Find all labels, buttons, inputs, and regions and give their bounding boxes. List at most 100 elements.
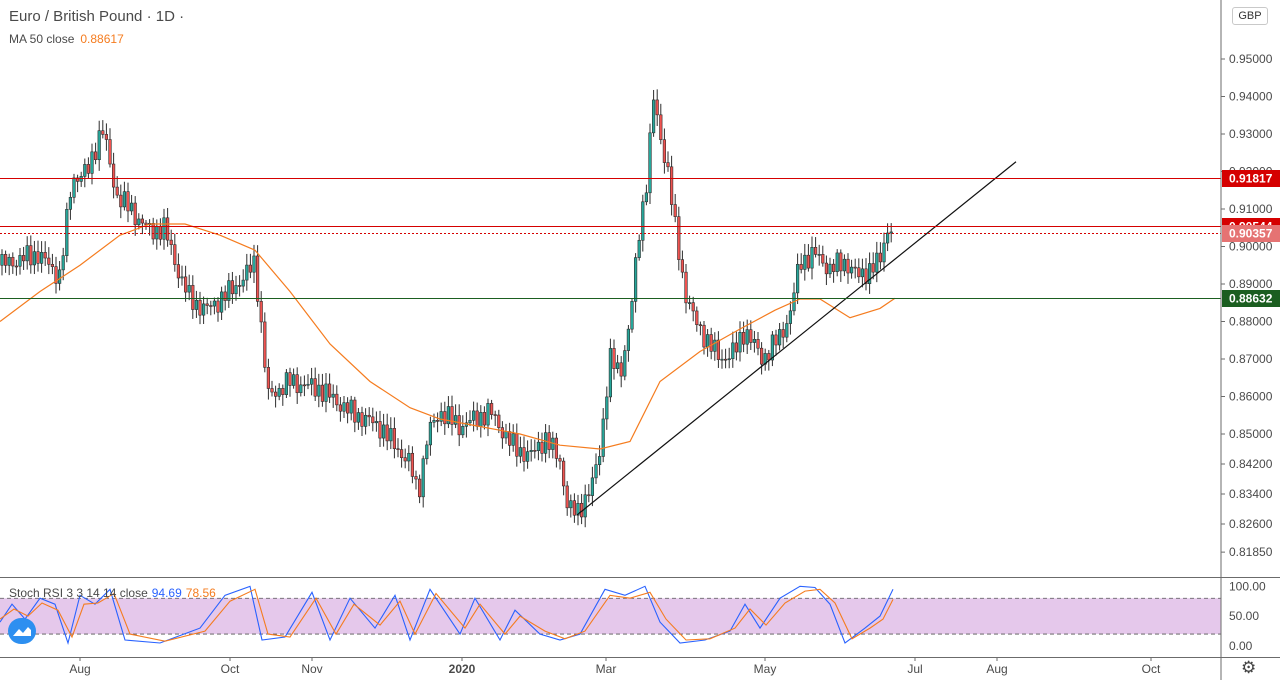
candle-body[interactable] xyxy=(857,267,861,278)
candle-body[interactable] xyxy=(104,134,108,140)
candle-body[interactable] xyxy=(173,244,177,265)
candle-body[interactable] xyxy=(745,329,749,345)
candle-body[interactable] xyxy=(169,239,173,245)
candle-body[interactable] xyxy=(558,458,562,462)
candle-body[interactable] xyxy=(36,251,40,264)
candle-body[interactable] xyxy=(57,269,62,284)
candle-body[interactable] xyxy=(32,251,36,266)
candle-body[interactable] xyxy=(756,339,760,349)
candle-body[interactable] xyxy=(313,378,317,397)
candle-body[interactable] xyxy=(97,130,101,161)
candle-body[interactable] xyxy=(212,300,217,307)
candle-body[interactable] xyxy=(158,225,163,240)
candle-body[interactable] xyxy=(435,420,440,422)
candle-body[interactable] xyxy=(144,222,148,226)
candle-body[interactable] xyxy=(14,265,18,268)
candle-body[interactable] xyxy=(137,218,141,226)
candle-body[interactable] xyxy=(677,216,681,260)
candle-body[interactable] xyxy=(216,300,220,313)
candle-body[interactable] xyxy=(543,432,548,454)
candle-body[interactable] xyxy=(785,323,789,338)
candle-body[interactable] xyxy=(255,255,260,302)
candle-body[interactable] xyxy=(396,448,400,451)
candle-body[interactable] xyxy=(25,245,29,262)
candle-body[interactable] xyxy=(245,264,249,281)
candle-body[interactable] xyxy=(525,451,530,462)
candle-body[interactable] xyxy=(126,191,130,212)
candle-body[interactable] xyxy=(425,444,429,460)
candle-body[interactable] xyxy=(432,420,436,423)
candle-body[interactable] xyxy=(839,252,843,272)
candle-body[interactable] xyxy=(345,402,350,414)
candle-body[interactable] xyxy=(140,218,145,224)
tradingview-logo-icon[interactable] xyxy=(8,618,36,644)
candle-body[interactable] xyxy=(187,285,191,293)
candle-body[interactable] xyxy=(709,334,713,352)
candle-body[interactable] xyxy=(309,378,314,385)
candle-body[interactable] xyxy=(94,151,98,161)
candle-body[interactable] xyxy=(184,276,188,293)
candle-body[interactable] xyxy=(61,255,65,271)
candle-body[interactable] xyxy=(576,502,580,516)
candle-body[interactable] xyxy=(741,331,746,345)
candle-body[interactable] xyxy=(72,177,76,198)
candle-body[interactable] xyxy=(457,415,461,436)
candle-body[interactable] xyxy=(738,331,742,353)
candle-body[interactable] xyxy=(666,162,670,168)
candle-body[interactable] xyxy=(774,334,778,346)
candle-body[interactable] xyxy=(115,186,119,196)
candle-body[interactable] xyxy=(270,388,274,393)
candle-body[interactable] xyxy=(284,372,289,395)
candle-body[interactable] xyxy=(587,494,591,497)
candle-body[interactable] xyxy=(252,255,256,273)
candle-body[interactable] xyxy=(47,257,51,265)
candle-body[interactable] xyxy=(223,291,227,301)
candle-body[interactable] xyxy=(615,362,620,369)
candle-body[interactable] xyxy=(259,301,263,323)
candle-body[interactable] xyxy=(378,421,382,439)
candle-body[interactable] xyxy=(561,460,566,487)
candle-body[interactable] xyxy=(421,458,425,498)
candle-body[interactable] xyxy=(374,421,379,424)
stoch-pane[interactable]: 100.00 50.00 0.00 xyxy=(0,579,1266,653)
candle-body[interactable] xyxy=(702,324,706,348)
candle-body[interactable] xyxy=(565,485,569,509)
candle-body[interactable] xyxy=(507,431,512,446)
main-pane[interactable]: 0.950000.940000.930000.920000.910000.900… xyxy=(0,52,1280,559)
symbol-title[interactable]: Euro / British Pound · 1D · xyxy=(9,8,185,25)
candle-body[interactable] xyxy=(619,362,623,377)
candle-body[interactable] xyxy=(572,500,576,516)
candle-body[interactable] xyxy=(749,329,753,343)
candle-body[interactable] xyxy=(122,191,126,208)
candle-body[interactable] xyxy=(497,414,501,428)
candle-body[interactable] xyxy=(385,424,389,442)
candle-body[interactable] xyxy=(360,412,364,427)
candle-body[interactable] xyxy=(630,301,634,330)
candle-body[interactable] xyxy=(238,285,242,287)
candle-body[interactable] xyxy=(371,416,375,424)
candle-body[interactable] xyxy=(716,339,720,360)
candle-body[interactable] xyxy=(651,99,656,134)
candle-body[interactable] xyxy=(76,177,80,182)
candle-body[interactable] xyxy=(155,225,159,240)
candle-body[interactable] xyxy=(806,254,810,269)
candle-body[interactable] xyxy=(691,302,695,312)
candle-body[interactable] xyxy=(50,264,54,267)
candle-body[interactable] xyxy=(133,202,137,226)
candle-body[interactable] xyxy=(767,353,771,361)
candle-body[interactable] xyxy=(831,263,836,272)
candle-body[interactable] xyxy=(363,414,368,427)
currency-label[interactable]: GBP xyxy=(1232,7,1268,25)
candle-body[interactable] xyxy=(414,476,418,480)
candle-body[interactable] xyxy=(799,264,803,270)
candle-body[interactable] xyxy=(353,399,357,423)
candle-body[interactable] xyxy=(713,339,717,352)
gear-icon[interactable]: ⚙ xyxy=(1241,658,1257,677)
candle-body[interactable] xyxy=(18,255,22,267)
candle-body[interactable] xyxy=(515,433,519,457)
candle-body[interactable] xyxy=(853,266,857,269)
candle-body[interactable] xyxy=(522,447,526,462)
candle-body[interactable] xyxy=(162,217,166,240)
candle-body[interactable] xyxy=(781,329,785,338)
candle-body[interactable] xyxy=(317,384,321,397)
